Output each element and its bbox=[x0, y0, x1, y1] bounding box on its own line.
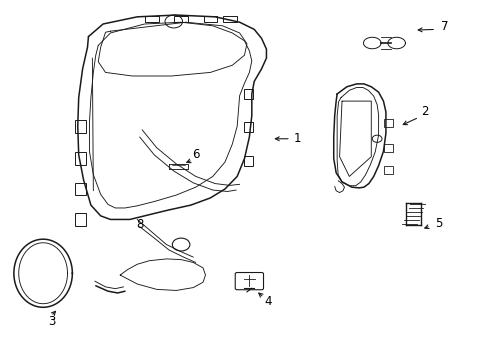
Text: 3: 3 bbox=[48, 315, 56, 328]
Bar bbox=[174, 16, 187, 22]
Bar bbox=[145, 16, 158, 22]
Text: 7: 7 bbox=[440, 20, 447, 33]
Text: 5: 5 bbox=[434, 216, 441, 230]
Text: 4: 4 bbox=[264, 296, 271, 309]
Text: 8: 8 bbox=[136, 218, 143, 231]
Bar bbox=[383, 144, 392, 152]
Bar bbox=[75, 120, 86, 133]
Bar bbox=[203, 16, 217, 22]
Bar bbox=[243, 156, 253, 166]
Text: 6: 6 bbox=[192, 148, 199, 161]
Bar bbox=[243, 89, 253, 99]
Bar bbox=[383, 166, 392, 174]
Text: 1: 1 bbox=[293, 132, 300, 145]
Bar bbox=[75, 213, 86, 226]
Bar bbox=[223, 16, 236, 22]
Text: 2: 2 bbox=[420, 105, 428, 118]
Bar bbox=[383, 119, 392, 127]
Bar bbox=[75, 152, 86, 165]
Bar bbox=[243, 122, 253, 132]
Bar bbox=[75, 183, 86, 195]
